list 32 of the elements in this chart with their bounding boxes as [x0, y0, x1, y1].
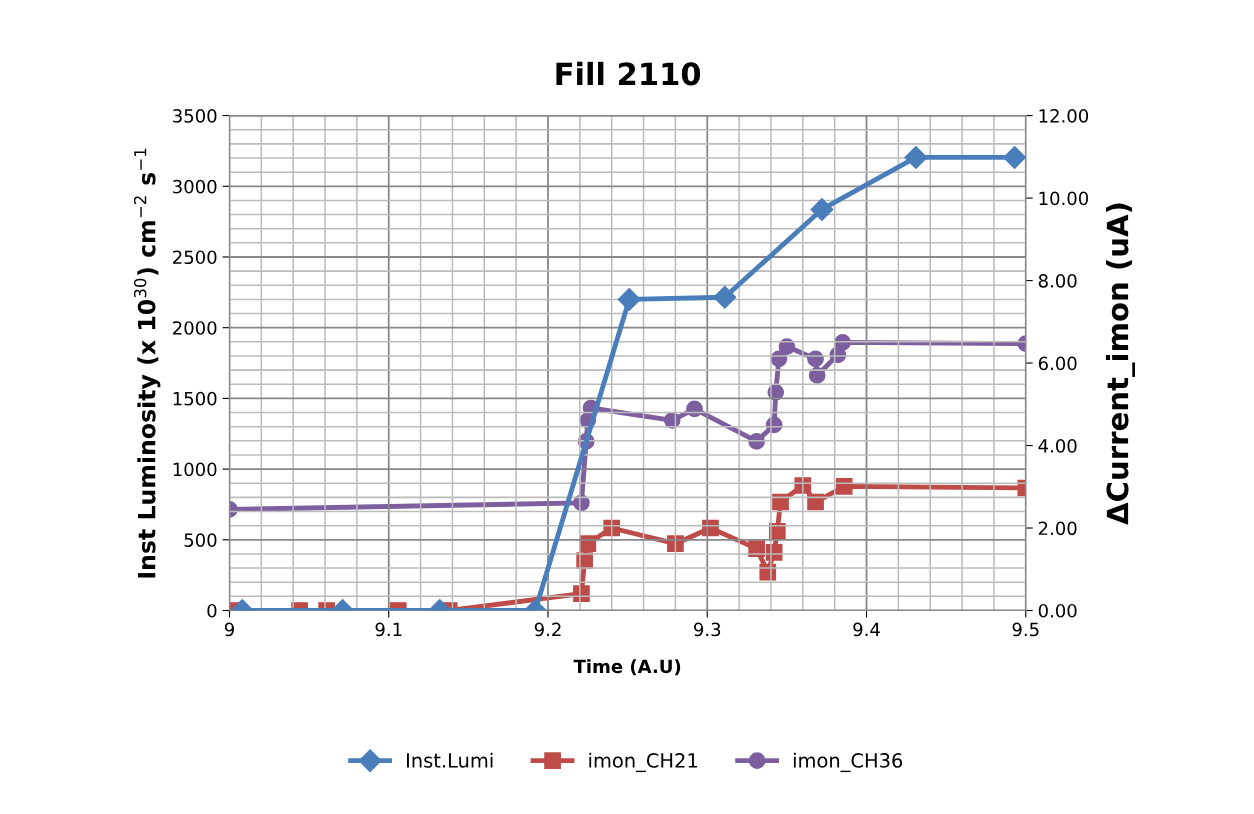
x-tick-label: 9.4: [853, 622, 880, 637]
x-tick-label: 9.3: [694, 622, 721, 637]
y-tick-label: 3500: [173, 109, 217, 123]
y2-tick-label: 0.00: [1038, 603, 1077, 618]
y-axis-title: Inst Luminosity (x 10$^{30}$) cm$^{−2}$ s$^{−1}$: [133, 148, 161, 578]
y-tick-label: 2000: [173, 321, 217, 335]
legend-label: imon_CH21: [589, 752, 697, 773]
x-tick-label: 9: [224, 622, 234, 637]
legend-label: imon_CH36: [793, 752, 903, 773]
y2-tick-label: 12.00: [1039, 109, 1089, 123]
point: [686, 400, 703, 418]
y2-tick-label: 4.00: [1038, 438, 1077, 453]
point: [772, 493, 789, 511]
x-tick-label: 9.2: [534, 622, 561, 637]
chart-title: Fill 2110: [556, 61, 701, 86]
x-tick-label: 9.5: [1012, 622, 1039, 637]
y2-tick-label: 8.00: [1038, 274, 1077, 288]
point: [807, 493, 824, 511]
y-tick-label: 1500: [173, 391, 217, 406]
y2-tick-label: 2.00: [1038, 521, 1077, 536]
point: [835, 478, 853, 495]
x-axis-title: Time (A.U): [573, 659, 681, 676]
legend-label: Inst.Lumi: [406, 752, 493, 768]
y2-axis-title: ΔCurrent_imon (uA): [1105, 203, 1135, 525]
y2-tick-label: 10.00: [1039, 191, 1089, 206]
y-tick-label: 0: [207, 603, 217, 618]
y-tick-label: 1000: [173, 462, 217, 477]
x-tick-label: 9.1: [375, 622, 402, 637]
y2-tick-label: 6.00: [1038, 356, 1077, 371]
y-tick-label: 500: [184, 533, 217, 547]
y-tick-label: 3000: [173, 179, 217, 194]
y-tick-label: 2500: [173, 250, 217, 265]
